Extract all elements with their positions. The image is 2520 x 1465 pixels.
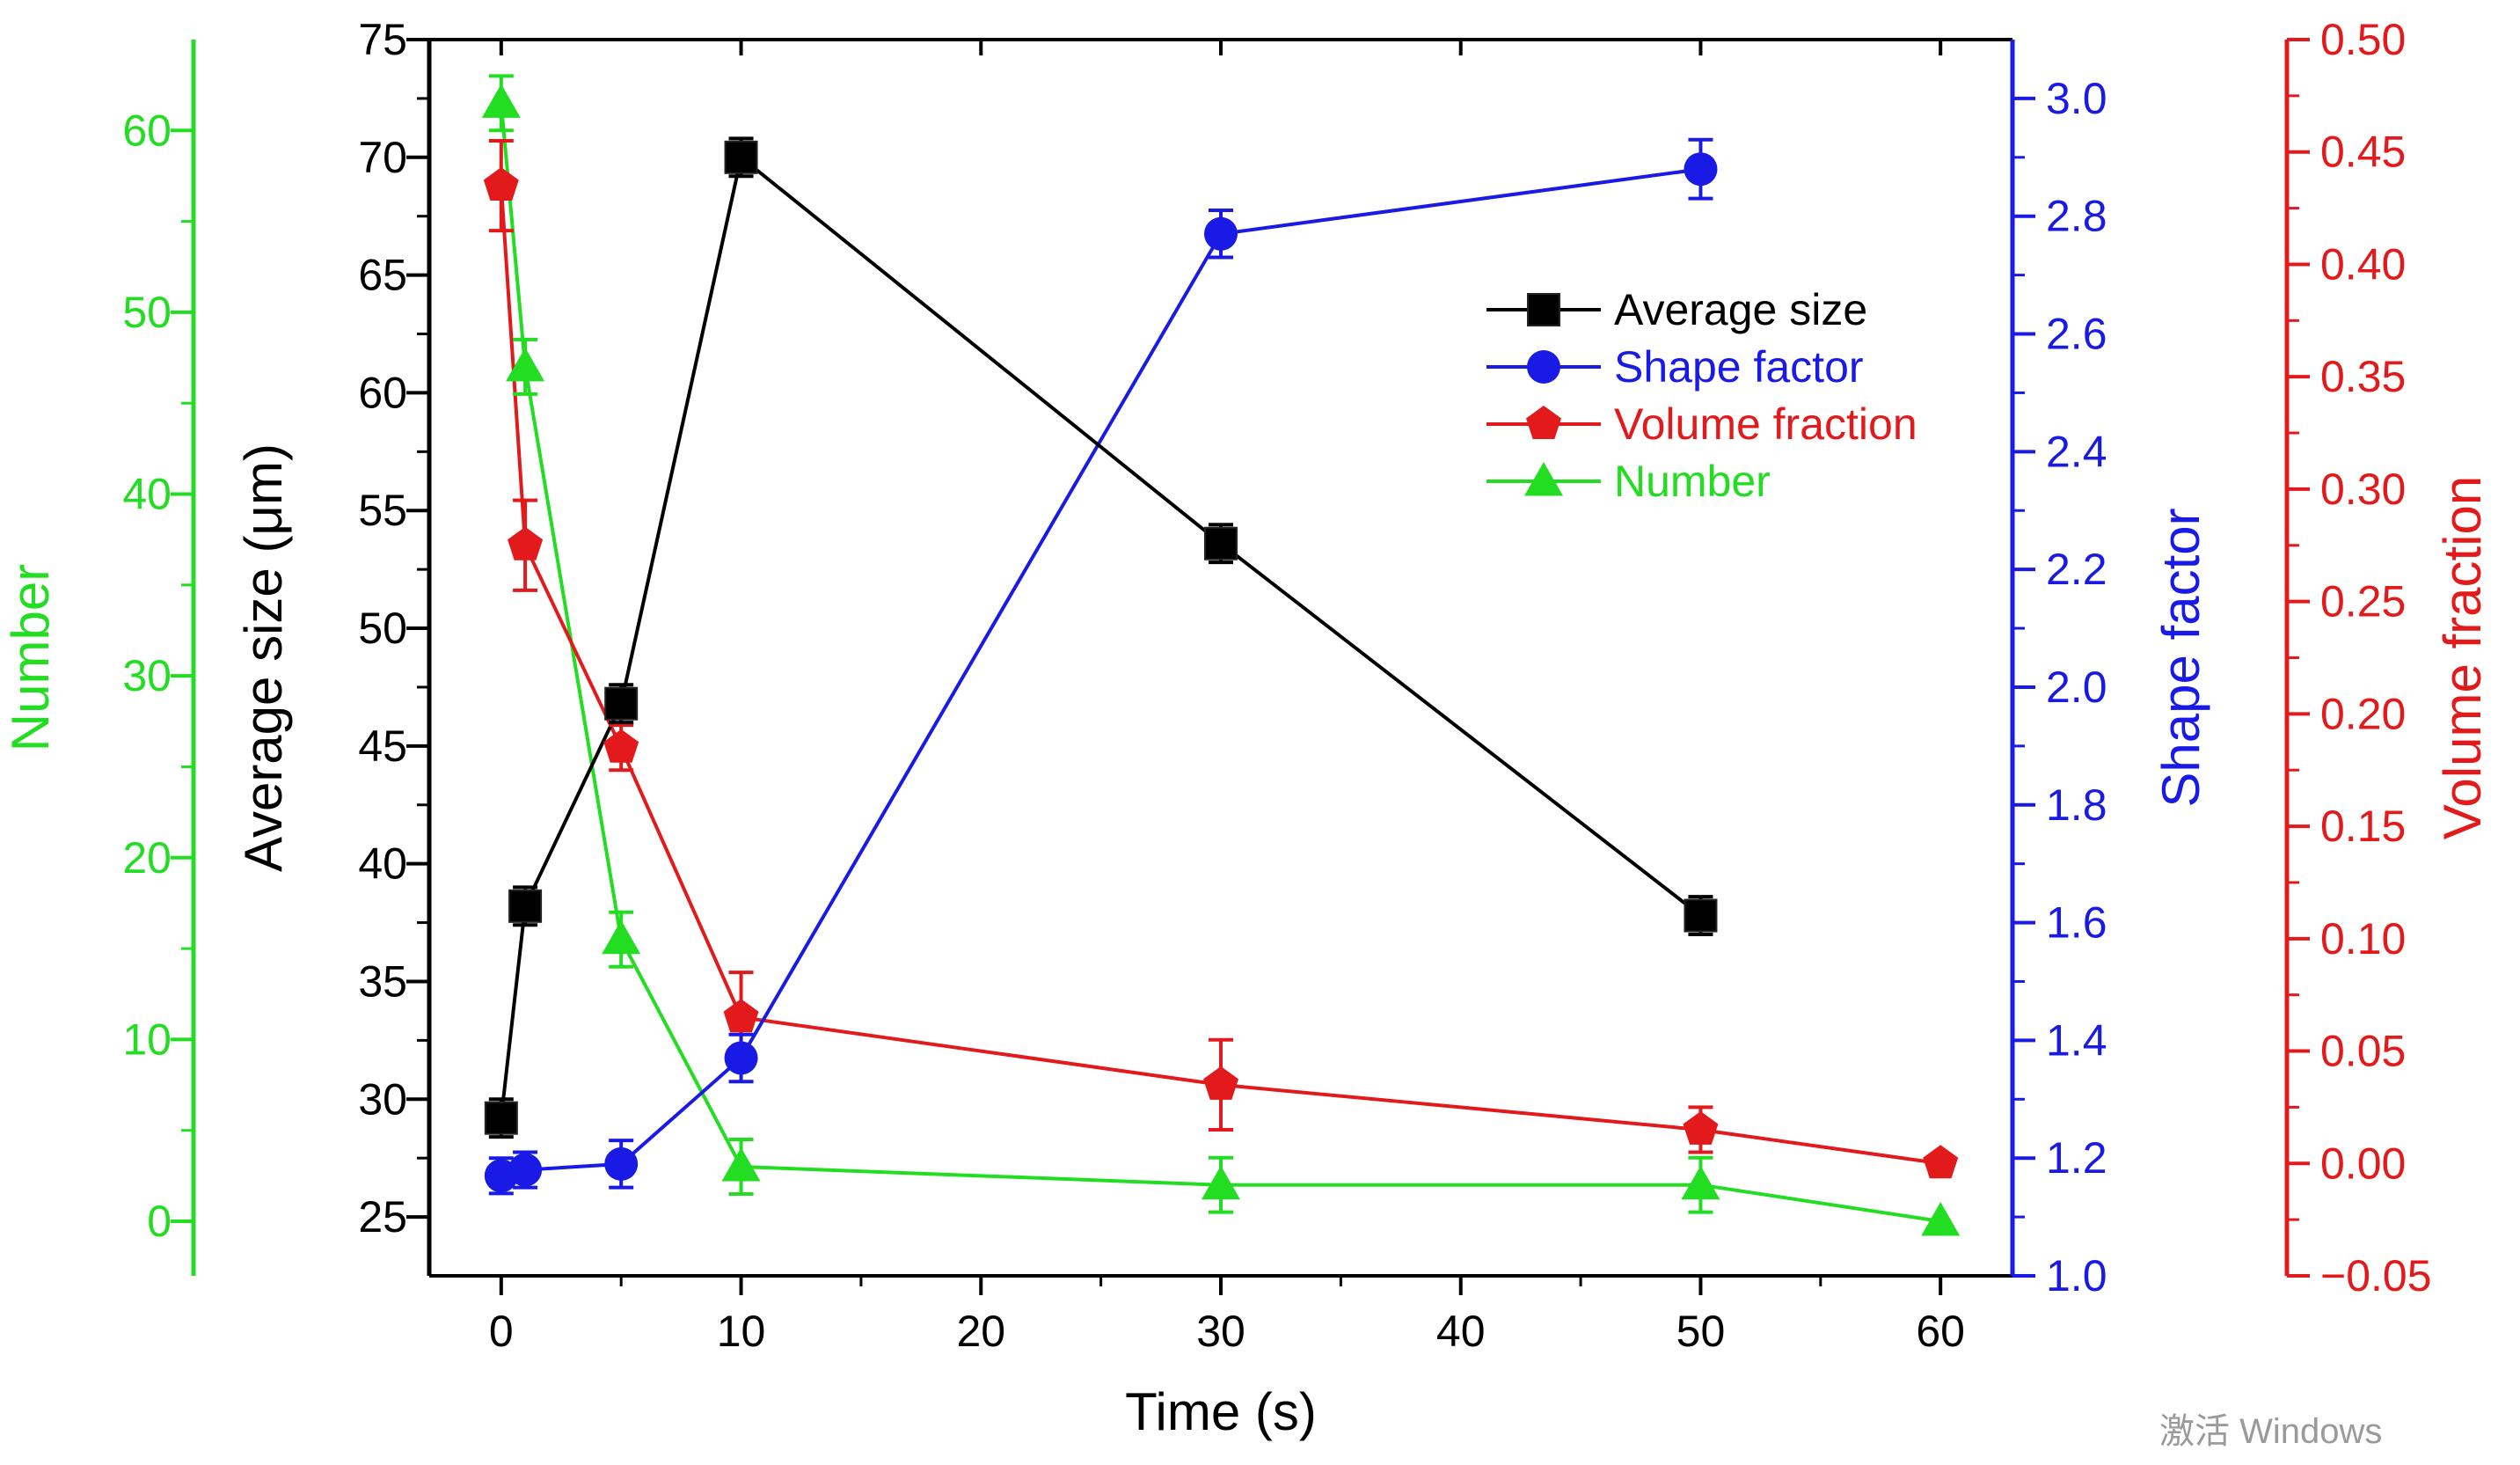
x-tick-label: 60 — [1916, 1307, 1965, 1356]
shape-factor-tick-label: 2.4 — [2046, 427, 2107, 476]
x-tick-label: 10 — [717, 1307, 766, 1356]
volume-fraction-tick-label: 0.05 — [2320, 1027, 2406, 1076]
watermark-text: 激活 Windows — [2159, 1412, 2382, 1451]
average-size-tick-label: 40 — [358, 839, 407, 889]
number-data-point — [1202, 1165, 1240, 1200]
shape-factor-data-point — [724, 1041, 758, 1075]
volume-fraction-tick-label: 0.50 — [2320, 15, 2406, 64]
shape-factor-tick-label: 2.8 — [2046, 192, 2107, 241]
x-tick-label: 0 — [489, 1307, 514, 1356]
volume-fraction-tick-label: 0.35 — [2320, 352, 2406, 401]
legend-volume-fraction-label: Volume fraction — [1614, 399, 1917, 449]
volume-fraction-data-point — [508, 526, 544, 560]
shape-factor-tick-label: 1.2 — [2046, 1133, 2107, 1183]
legend-number-marker — [1524, 462, 1563, 496]
volume-fraction-tick-label: 0.20 — [2320, 689, 2406, 738]
legend-shape-factor-marker — [1527, 350, 1560, 384]
shape-factor-tick-label: 1.8 — [2046, 780, 2107, 830]
legend-shape-factor-label: Shape factor — [1614, 342, 1864, 392]
legend: Average size Shape factor Volume fraction N… — [1486, 285, 1917, 506]
number-tick-label: 50 — [122, 288, 172, 337]
shape-factor-tick-label: 2.6 — [2046, 310, 2107, 359]
legend-number-label: Number — [1614, 457, 1771, 506]
x-tick-label: 50 — [1676, 1307, 1726, 1356]
shape-factor-data-point — [1684, 152, 1718, 187]
number-tick-label: 30 — [122, 651, 172, 700]
number-tick-label: 40 — [122, 470, 172, 519]
volume-fraction-data-point — [483, 167, 519, 201]
average-size-series-line — [499, 154, 1702, 1118]
number-data-point — [506, 347, 545, 382]
volume-fraction-tick-label: 0.45 — [2320, 128, 2406, 177]
average-size-data-point — [508, 889, 543, 923]
number-tick-label: 20 — [122, 833, 172, 883]
volume-fraction-data-point — [1923, 1145, 1959, 1179]
volume-fraction-tick-label: 0.15 — [2320, 802, 2406, 851]
shape-factor-tick-label: 2.2 — [2046, 545, 2107, 594]
number-tick-label: 0 — [147, 1197, 172, 1246]
volume-fraction-data-point — [1683, 1111, 1719, 1145]
average-size-tick-label: 65 — [358, 251, 407, 300]
volume-fraction-data-point — [723, 999, 759, 1033]
number-tick-label: 60 — [122, 106, 172, 155]
legend-average-size-label: Average size — [1614, 285, 1867, 334]
average-size-data-point — [1684, 898, 1718, 933]
number-data-point — [721, 1147, 761, 1182]
legend-average-size-marker — [1527, 293, 1560, 326]
number-data-point — [1681, 1165, 1720, 1200]
shape-factor-series-line — [500, 167, 1701, 1178]
average-size-data-point — [1204, 526, 1238, 560]
shape-factor-tick-label: 3.0 — [2046, 74, 2107, 123]
average-size-data-point — [484, 1101, 518, 1135]
average-size-tick-label: 55 — [358, 486, 407, 535]
average-size-tick-label: 75 — [358, 15, 407, 64]
number-data-point — [602, 919, 641, 955]
average-size-tick-label: 60 — [358, 368, 407, 417]
shape-factor-tick-label: 2.0 — [2046, 663, 2107, 712]
average-size-tick-label: 50 — [358, 604, 407, 653]
volume-fraction-tick-label: 0.25 — [2320, 577, 2406, 626]
volume-fraction-data-point — [603, 729, 639, 763]
error-bars-layer — [488, 74, 1713, 1214]
average-size-tick-label: 45 — [358, 722, 407, 771]
shape-factor-axis-title: Shape factor — [2151, 508, 2210, 807]
number-data-point — [481, 84, 521, 118]
x-tick-label: 20 — [956, 1307, 1005, 1356]
shape-factor-data-point — [508, 1153, 543, 1187]
number-data-point — [1921, 1202, 1961, 1236]
number-tick-label: 10 — [122, 1015, 172, 1064]
average-size-data-point — [724, 140, 758, 174]
markers-layer — [481, 84, 1961, 1236]
average-size-tick-label: 25 — [358, 1192, 407, 1242]
volume-fraction-axis-title: Volume fraction — [2433, 476, 2492, 840]
volume-fraction-data-point — [1203, 1066, 1238, 1100]
shape-factor-tick-label: 1.0 — [2046, 1251, 2107, 1300]
average-size-axis-title: Average size (μm) — [234, 443, 293, 872]
volume-fraction-tick-label: 0.10 — [2320, 914, 2406, 963]
x-tick-label: 30 — [1196, 1307, 1245, 1356]
volume-fraction-tick-label: −0.05 — [2320, 1251, 2432, 1300]
volume-fraction-tick-label: 0.00 — [2320, 1139, 2406, 1188]
volume-fraction-tick-label: 0.30 — [2320, 465, 2406, 514]
shape-factor-tick-label: 1.6 — [2046, 898, 2107, 948]
x-axis-title: Time (s) — [1125, 1382, 1317, 1441]
average-size-data-point — [604, 686, 639, 721]
volume-fraction-tick-label: 0.40 — [2320, 239, 2406, 289]
number-axis-title: Number — [1, 564, 60, 751]
average-size-tick-label: 35 — [358, 956, 407, 1006]
legend-volume-fraction-marker — [1526, 406, 1561, 439]
average-size-tick-label: 30 — [358, 1074, 407, 1124]
shape-factor-data-point — [1204, 216, 1238, 251]
axes-layer: 0 10 20 30 40 50 60 Time (s) 0 10 20 30 40 50 60 Number… — [1, 15, 2492, 1441]
average-size-tick-label: 70 — [358, 133, 407, 182]
shape-factor-tick-label: 1.4 — [2046, 1015, 2107, 1065]
x-tick-label: 40 — [1436, 1307, 1486, 1356]
shape-factor-data-point — [604, 1146, 639, 1181]
